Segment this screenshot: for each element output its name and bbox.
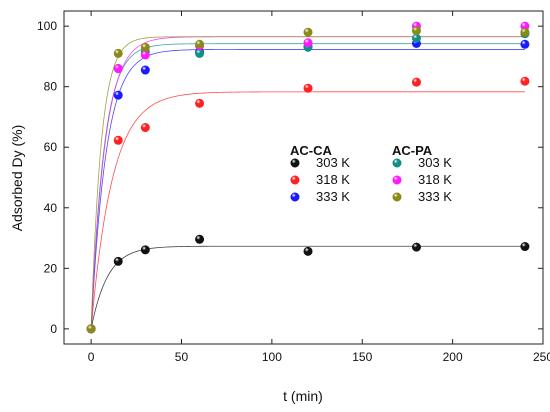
- x-tick-label: 100: [262, 350, 282, 364]
- legend-marker: [290, 158, 300, 168]
- data-point: [113, 48, 123, 58]
- data-point: [195, 39, 205, 49]
- legend-group-title: AC-PA: [392, 143, 433, 158]
- y-tick-label: 20: [44, 261, 58, 275]
- legend-marker: [392, 175, 402, 185]
- data-point: [520, 39, 530, 49]
- plot-frame: [63, 10, 544, 345]
- data-point: [520, 27, 530, 37]
- legend-label: 318 K: [418, 172, 452, 187]
- axis-ticks: 0 50 100 150 200 250 0 20 40 60 80 100: [37, 11, 550, 364]
- data-point: [520, 242, 530, 252]
- legend-marker: [392, 192, 402, 202]
- x-tick-label: 150: [352, 350, 372, 364]
- legend-group-title: AC-CA: [290, 143, 332, 158]
- data-point: [113, 90, 123, 100]
- legend-marker: [290, 175, 300, 185]
- y-tick-label: 40: [44, 201, 58, 215]
- y-tick-label: 80: [44, 80, 58, 94]
- legend-label: 303 K: [316, 155, 350, 170]
- data-point: [411, 77, 421, 87]
- data-point: [195, 98, 205, 108]
- x-tick-label: 250: [533, 350, 550, 364]
- data-point: [520, 76, 530, 86]
- fit-curves: [90, 36, 525, 329]
- legend-marker: [392, 158, 402, 168]
- data-point: [140, 42, 150, 52]
- data-point: [411, 33, 421, 43]
- data-point: [303, 246, 313, 256]
- data-point: [411, 26, 421, 36]
- legend-label: 333 K: [418, 189, 452, 204]
- y-tick-label: 100: [37, 19, 57, 33]
- data-point: [140, 123, 150, 133]
- data-point: [86, 324, 96, 334]
- data-point: [113, 135, 123, 145]
- data-point: [303, 38, 313, 48]
- x-axis-title: t (min): [283, 388, 323, 404]
- y-axis-title: Adsorbed Dy (%): [9, 125, 25, 232]
- data-point: [411, 242, 421, 252]
- legend-label: 318 K: [316, 172, 350, 187]
- fit-curve: [90, 91, 525, 329]
- x-tick-label: 0: [88, 350, 95, 364]
- fit-curve: [90, 36, 525, 329]
- y-tick-label: 0: [50, 322, 57, 336]
- data-point: [113, 64, 123, 74]
- legend-marker: [290, 192, 300, 202]
- data-point: [113, 256, 123, 266]
- y-tick-label: 60: [44, 140, 58, 154]
- data-point: [140, 50, 150, 60]
- data-points: [86, 21, 530, 334]
- x-tick-label: 50: [175, 350, 189, 364]
- legend-label: 333 K: [316, 189, 350, 204]
- data-point: [303, 27, 313, 37]
- data-point: [195, 234, 205, 244]
- fit-curve: [90, 36, 525, 329]
- legend-label: 303 K: [418, 155, 452, 170]
- data-point: [303, 83, 313, 93]
- data-point: [195, 48, 205, 58]
- fit-curve: [90, 245, 525, 329]
- data-point: [140, 65, 150, 75]
- data-point: [140, 245, 150, 255]
- x-tick-label: 200: [443, 350, 463, 364]
